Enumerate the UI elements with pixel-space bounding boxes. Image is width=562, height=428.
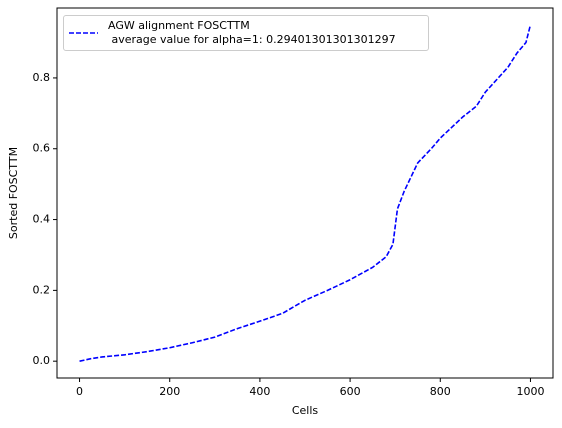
y-tick-label: 0.6 [33, 142, 51, 155]
y-axis-label: Sorted FOSCTTM [7, 147, 20, 239]
x-tick-label: 400 [249, 385, 270, 398]
y-tick-label: 0.0 [33, 354, 51, 367]
data-line [79, 24, 532, 362]
y-tick-label: 0.4 [33, 213, 51, 226]
x-axis-label: Cells [292, 404, 319, 417]
legend: AGW alignment FOSCTTM average value for … [63, 15, 429, 51]
x-tick-label: 200 [159, 385, 180, 398]
plot-frame [56, 7, 554, 379]
x-tick-label: 600 [340, 385, 361, 398]
x-tick-label: 1000 [516, 385, 544, 398]
y-tick-label: 0.2 [33, 283, 51, 296]
legend-label: AGW alignment FOSCTTM average value for … [108, 19, 396, 46]
y-tick-label: 0.8 [33, 71, 51, 84]
legend-swatch-box [69, 32, 98, 34]
x-tick-label: 0 [76, 385, 83, 398]
x-tick-label: 800 [430, 385, 451, 398]
